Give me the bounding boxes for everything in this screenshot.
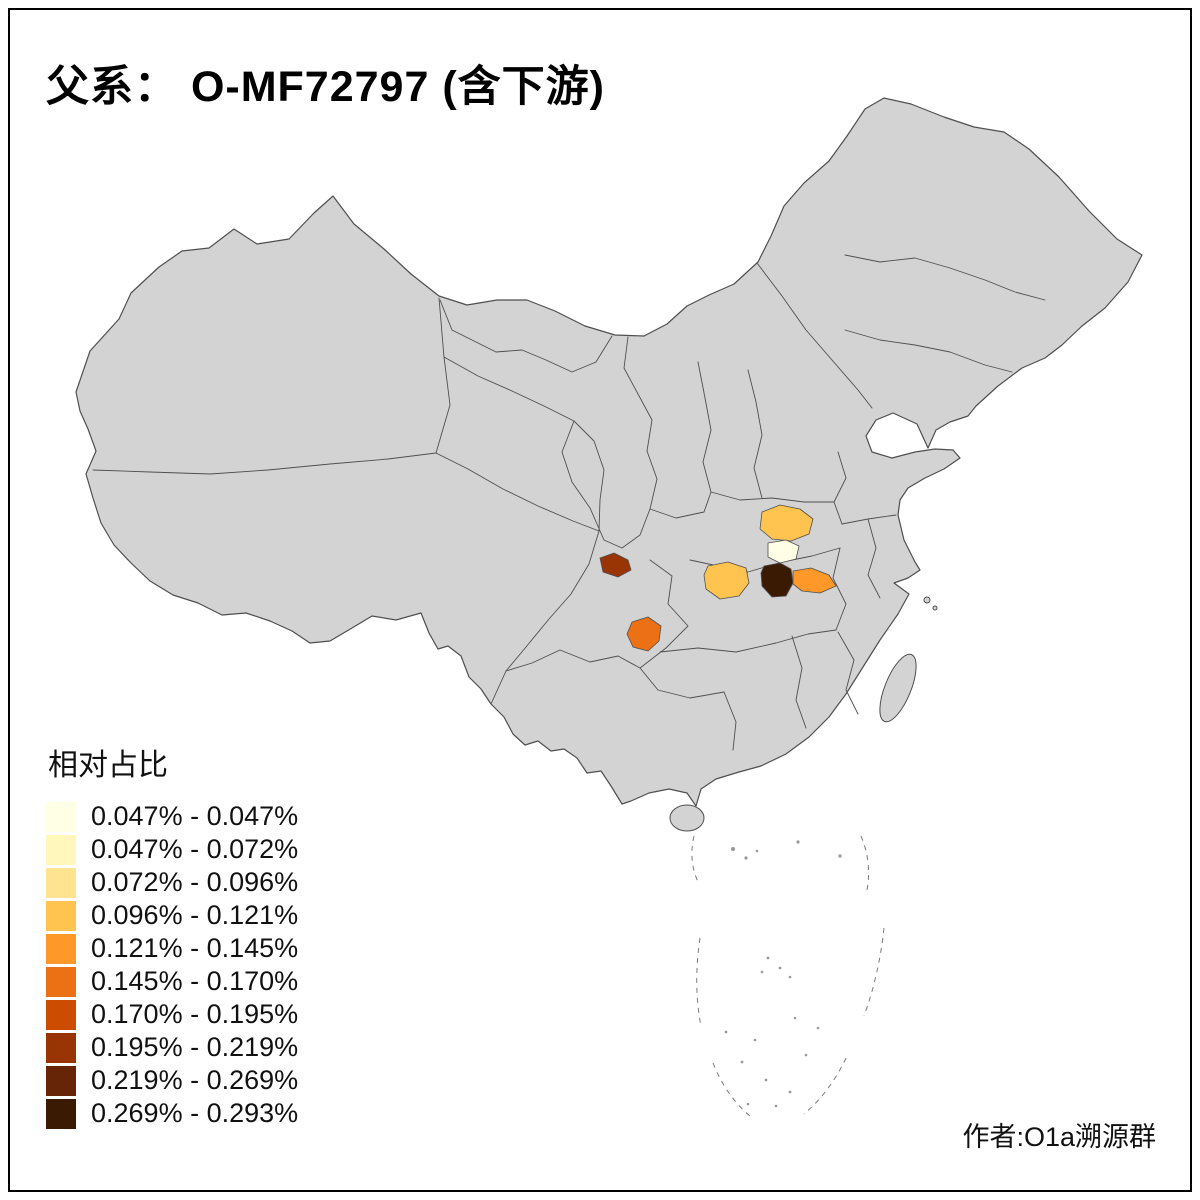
figure-title: 父系： O-MF72797 (含下游)	[46, 63, 605, 111]
legend-label: 0.096% - 0.121%	[91, 900, 299, 930]
legend-swatch	[46, 1098, 76, 1129]
legend-swatch	[46, 834, 76, 865]
legend-title: 相对占比	[48, 749, 168, 782]
legend-label: 0.072% - 0.096%	[91, 867, 299, 897]
legend-label: 0.121% - 0.145%	[91, 933, 299, 963]
legend-swatch	[46, 801, 76, 832]
legend-swatch	[46, 1065, 76, 1096]
legend-item: 0.219% - 0.269%	[46, 1064, 298, 1097]
coastal-islet	[932, 605, 938, 611]
legend-item: 0.170% - 0.195%	[46, 998, 298, 1031]
legend-swatch	[46, 867, 76, 898]
legend-item: 0.072% - 0.096%	[46, 866, 298, 899]
legend-label: 0.170% - 0.195%	[91, 999, 299, 1029]
legend-label: 0.145% - 0.170%	[91, 966, 299, 996]
coastal-islet	[923, 596, 931, 604]
south-china-sea-islets	[724, 840, 842, 1108]
legend-item: 0.269% - 0.293%	[46, 1097, 298, 1130]
china-mainland-shape	[75, 97, 1143, 807]
legend-swatch	[46, 966, 76, 997]
legend-item: 0.145% - 0.170%	[46, 965, 298, 998]
legend-item: 0.195% - 0.219%	[46, 1031, 298, 1064]
map-region	[599, 552, 632, 578]
map-region	[792, 567, 837, 594]
legend-swatch	[46, 999, 76, 1030]
map-region	[626, 616, 662, 652]
highlighted-regions	[599, 504, 837, 652]
legend-label: 0.047% - 0.072%	[91, 834, 299, 864]
legend: 相对占比 0.047% - 0.047% 0.047% - 0.072% 0.072…	[46, 740, 298, 1130]
legend-swatch	[46, 900, 76, 931]
map-region	[760, 562, 794, 598]
map-region	[759, 504, 814, 542]
map-region	[767, 539, 800, 564]
figure-border	[8, 8, 1192, 1192]
legend-item: 0.047% - 0.047%	[46, 800, 298, 833]
author-credit: 作者:O1a溯源群	[962, 1122, 1156, 1152]
legend-item: 0.047% - 0.072%	[46, 833, 298, 866]
legend-item: 0.121% - 0.145%	[46, 932, 298, 965]
map-region	[703, 561, 750, 600]
legend-items: 0.047% - 0.047% 0.047% - 0.072% 0.072% - 0…	[46, 800, 298, 1130]
legend-item: 0.096% - 0.121%	[46, 899, 298, 932]
province-borders	[92, 254, 1046, 751]
legend-swatch	[46, 933, 76, 964]
legend-label: 0.195% - 0.219%	[91, 1032, 299, 1062]
south-china-sea-dashes	[691, 835, 885, 1117]
taiwan-island	[879, 653, 917, 723]
legend-label: 0.219% - 0.269%	[91, 1065, 299, 1095]
legend-swatch	[46, 1032, 76, 1063]
legend-label: 0.047% - 0.047%	[91, 801, 299, 831]
legend-label: 0.269% - 0.293%	[91, 1098, 299, 1128]
hainan-island	[669, 804, 705, 832]
